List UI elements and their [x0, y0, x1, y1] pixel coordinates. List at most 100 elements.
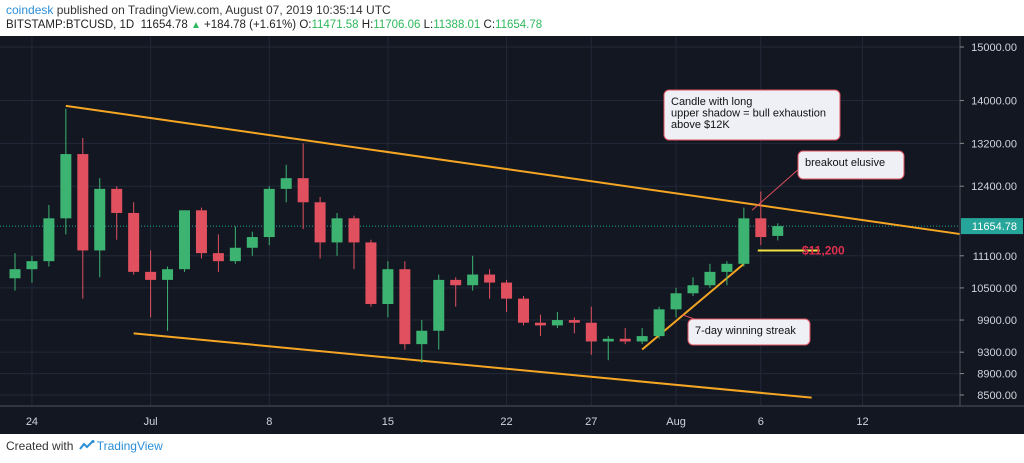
candle[interactable]	[738, 207, 750, 267]
candle[interactable]	[314, 196, 326, 259]
candle-body	[670, 293, 682, 310]
candle[interactable]	[280, 164, 292, 203]
candle-body	[687, 285, 699, 294]
candle-body	[145, 271, 157, 280]
shadow-callout-text: above $12K	[671, 119, 730, 131]
candle[interactable]	[467, 255, 479, 291]
candle[interactable]	[111, 186, 123, 240]
candle-body	[195, 210, 207, 254]
candle-body	[534, 322, 546, 326]
candle[interactable]	[772, 223, 784, 241]
candle[interactable]	[145, 250, 157, 318]
candle[interactable]	[433, 274, 445, 350]
candle[interactable]	[60, 108, 72, 235]
candle[interactable]	[687, 277, 699, 296]
price-tick-label: 14000.00	[971, 96, 1017, 108]
price-axis: 15000.00 14000.00 13200.00 12400.00 11100.00…	[959, 36, 1024, 434]
price-tick-label: 9900.00	[977, 315, 1017, 327]
candle[interactable]	[348, 215, 360, 270]
candle[interactable]	[653, 306, 665, 339]
candle[interactable]	[331, 212, 343, 256]
open-label: O:	[299, 19, 312, 31]
candle-body	[568, 320, 580, 323]
candle[interactable]	[94, 178, 106, 278]
candle[interactable]	[297, 143, 309, 230]
time-tick-label: Jul	[144, 416, 158, 428]
candle[interactable]	[704, 263, 716, 288]
candle-body	[280, 178, 292, 189]
candle[interactable]	[602, 336, 614, 361]
time-tick-label: 12	[856, 416, 868, 428]
candle-body	[111, 188, 123, 213]
price-axis-background	[960, 36, 1024, 434]
candle[interactable]	[551, 312, 563, 329]
candlestick-chart[interactable]: 15000.00 14000.00 13200.00 12400.00 11100.00…	[0, 36, 1024, 434]
price-tick-label: 8900.00	[977, 369, 1017, 381]
high-label: H:	[361, 19, 374, 31]
candle[interactable]	[755, 191, 767, 246]
breakout-callout: breakout elusive	[797, 150, 905, 180]
price-tick-label: 15000.00	[971, 42, 1017, 54]
candle[interactable]	[518, 295, 529, 326]
breakout-callout-text: breakout elusive	[805, 157, 885, 169]
candle-body	[365, 242, 377, 304]
candle[interactable]	[619, 328, 631, 345]
candle-body	[501, 282, 513, 299]
candle-body	[738, 218, 750, 264]
candle[interactable]	[365, 239, 377, 307]
candle[interactable]	[450, 277, 462, 307]
candle-body	[26, 261, 38, 270]
candle-body	[585, 322, 597, 342]
candle-body	[331, 218, 343, 243]
candle-body	[229, 247, 241, 262]
candle-body	[162, 269, 174, 280]
breakout-callout-pointer-line	[751, 167, 801, 211]
candle-body	[246, 237, 258, 248]
candle[interactable]	[501, 279, 513, 313]
candle[interactable]	[229, 226, 241, 264]
low-value: 11388.01	[433, 19, 481, 31]
candle[interactable]	[43, 204, 55, 267]
candle[interactable]	[9, 253, 21, 291]
candle[interactable]	[416, 320, 428, 363]
candle[interactable]	[382, 261, 394, 318]
candle[interactable]	[568, 317, 580, 334]
candle[interactable]	[77, 138, 89, 299]
price-tick-label: 13200.00	[971, 138, 1017, 150]
candle[interactable]	[721, 261, 733, 286]
author-link[interactable]: coindesk	[6, 3, 54, 17]
candle-body	[467, 274, 479, 286]
upper-trendline	[65, 104, 982, 239]
publish-line: coindesk published on TradingView.com, A…	[6, 3, 391, 17]
tradingview-link[interactable]: TradingView	[96, 439, 163, 453]
price-tick-label: 8500.00	[977, 390, 1017, 402]
candle[interactable]	[195, 207, 207, 259]
chart-background	[0, 36, 1024, 434]
candle[interactable]	[263, 186, 275, 246]
tradingview-logo-icon	[78, 440, 95, 450]
candle[interactable]	[26, 255, 38, 283]
candle-body	[128, 212, 140, 272]
candle[interactable]	[636, 328, 648, 345]
candle-body	[416, 330, 428, 345]
candle[interactable]	[128, 202, 140, 275]
candle[interactable]	[585, 306, 597, 355]
candle-body	[551, 320, 563, 326]
candle-body	[721, 263, 733, 272]
candle[interactable]	[212, 234, 224, 272]
candle[interactable]	[534, 314, 546, 337]
time-tick-label: Aug	[666, 416, 686, 428]
candle-body	[60, 154, 72, 219]
candle[interactable]	[246, 231, 258, 256]
time-tick-label: 8	[266, 416, 272, 428]
candle[interactable]	[179, 210, 190, 272]
candle[interactable]	[484, 269, 496, 299]
candle[interactable]	[670, 287, 682, 318]
high-value: 11706.06	[373, 19, 421, 31]
candle[interactable]	[162, 266, 174, 331]
shadow-callout-box	[663, 89, 841, 141]
price-tick-label: 12400.00	[971, 181, 1017, 193]
breakout-callout-box	[797, 150, 905, 180]
candle[interactable]	[399, 261, 411, 350]
